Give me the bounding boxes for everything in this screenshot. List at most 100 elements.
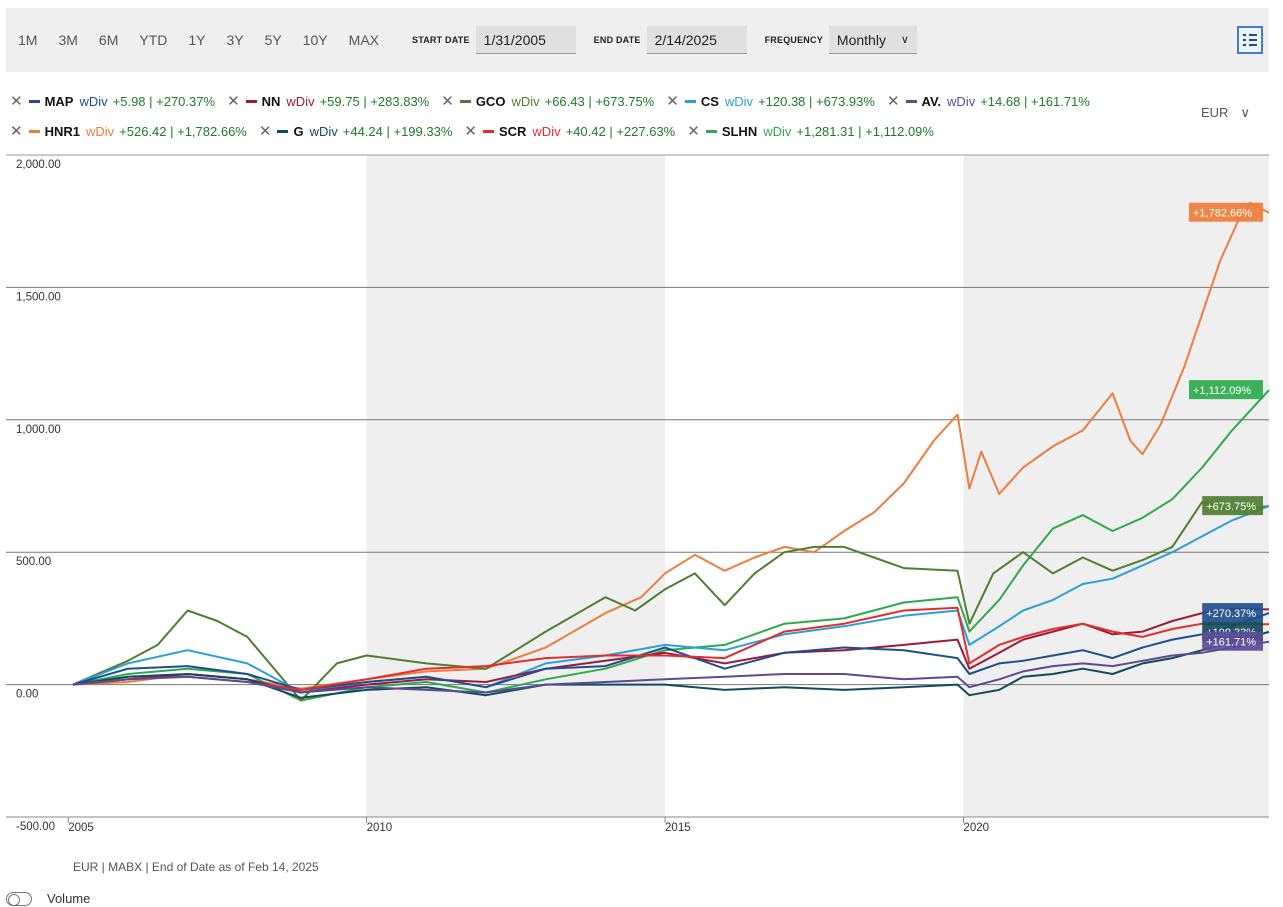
legend-swatch	[28, 99, 40, 103]
legend-item: ✕ HNR1 wDiv +526.42 | +1,782.66%	[10, 122, 247, 140]
y-tick-label: 1,500.00	[16, 291, 61, 303]
legend-wdiv[interactable]: wDiv	[511, 93, 540, 109]
performance-chart: 2,000.00 1,500.00 1,000.00 500.00 0.00 -500.0…	[6, 154, 1270, 834]
legend-symbol: G	[293, 123, 304, 139]
legend-item: ✕ SLHN wDiv +1,281.31 | +1,112.09%	[687, 122, 934, 140]
series-line-gco	[72, 500, 1270, 702]
legend-values: +5.98 | +270.37%	[112, 93, 216, 109]
close-icon[interactable]: ✕	[258, 123, 272, 140]
close-icon[interactable]: ✕	[10, 123, 23, 140]
y-tick-label: -500.00	[16, 821, 55, 833]
range-buttons: 1M 3M 6M YTD 1Y 3Y 5Y 10Y MAX	[18, 32, 400, 48]
close-icon[interactable]: ✕	[464, 123, 477, 140]
legend-swatch	[459, 99, 471, 103]
series-end-flag-label: +1,112.09%	[1193, 385, 1251, 397]
legend-symbol: MAP	[44, 93, 74, 109]
legend-list-button[interactable]	[1237, 26, 1263, 54]
range-button-5y[interactable]: 5Y	[264, 32, 282, 48]
legend-symbol: SCR	[498, 123, 527, 139]
legend-wdiv[interactable]: wDiv	[947, 93, 976, 109]
series-line-scr	[72, 606, 1269, 691]
range-button-10y[interactable]: 10Y	[302, 32, 328, 48]
legend-values: +526.42 | +1,782.66%	[119, 123, 247, 139]
close-icon[interactable]: ✕	[666, 93, 679, 110]
series-end-flag-label: +270.37%	[1206, 608, 1256, 620]
series-line-g	[72, 630, 1270, 699]
chart-footnote: EUR | MABX | End of Date as of Feb 14, 2…	[73, 860, 319, 874]
toolbar: 1M 3M 6M YTD 1Y 3Y 5Y 10Y MAX START DATE END DAT…	[6, 8, 1269, 72]
frequency-value: Monthly	[836, 31, 886, 48]
frequency-select[interactable]: Monthly ∨	[828, 26, 917, 54]
start-date-label: START DATE	[412, 35, 470, 45]
range-button-1m[interactable]: 1M	[18, 32, 38, 48]
x-tick-label: 2010	[367, 822, 393, 834]
legend-symbol: HNR1	[44, 123, 80, 139]
series-end-flag	[1202, 603, 1263, 623]
chevron-down-icon: ∨	[900, 34, 909, 46]
legend-swatch	[482, 129, 494, 133]
legend-symbol: AV.	[921, 93, 942, 109]
legend-values: +59.75 | +283.83%	[319, 93, 430, 109]
range-button-3m[interactable]: 3M	[58, 32, 78, 48]
y-tick-label: 2,000.00	[16, 159, 61, 171]
close-icon[interactable]: ✕	[687, 123, 700, 140]
volume-toggle[interactable]	[6, 891, 32, 906]
x-tick-label: 2005	[68, 822, 94, 834]
legend-item: ✕ NN wDiv +59.75 | +283.83%	[227, 92, 429, 110]
legend-item: ✕ SCR wDiv +40.42 | +227.63%	[464, 122, 675, 140]
series-end-flag	[1189, 202, 1263, 222]
end-date-input[interactable]	[646, 26, 747, 54]
volume-label: Volume	[47, 891, 91, 906]
series-end-flag	[1189, 380, 1263, 400]
close-icon[interactable]: ✕	[886, 93, 900, 110]
currency-select[interactable]: EUR ∨	[1201, 102, 1250, 122]
range-button-3y[interactable]: 3Y	[226, 32, 244, 48]
legend-symbol: GCO	[475, 93, 506, 109]
close-icon[interactable]: ✕	[10, 93, 23, 110]
end-date-label: END DATE	[593, 35, 641, 45]
series-end-flag	[1202, 631, 1263, 651]
legend-item: ✕ MAP wDiv +5.98 | +270.37%	[10, 92, 215, 110]
legend-row: ✕ MAP wDiv +5.98 | +270.37% ✕ NN wDiv +59.75 | …	[10, 92, 1102, 110]
legend-swatch	[245, 99, 257, 103]
y-tick-label: 1,000.00	[16, 424, 61, 436]
legend-values: +44.24 | +199.33%	[342, 123, 453, 139]
legend-item: ✕ CS wDiv +120.38 | +673.93%	[666, 92, 875, 110]
legend-values: +40.42 | +227.63%	[565, 123, 676, 139]
legend-symbol: SLHN	[721, 123, 758, 139]
range-button-1y[interactable]: 1Y	[188, 32, 206, 48]
series-line-av	[72, 640, 1270, 694]
legend-values: +66.43 | +673.75%	[544, 93, 655, 109]
y-tick-label: 500.00	[16, 556, 51, 568]
legend-wdiv[interactable]: wDiv	[763, 123, 792, 139]
close-icon[interactable]: ✕	[227, 93, 240, 110]
start-date-input[interactable]	[475, 26, 576, 54]
legend-swatch	[705, 129, 717, 133]
range-button-6m[interactable]: 6M	[98, 32, 119, 48]
legend-values: +14.68 | +161.71%	[980, 93, 1090, 109]
series-line-hnr1	[72, 201, 1270, 690]
shaded-period	[366, 155, 666, 817]
range-button-ytd[interactable]: YTD	[139, 32, 168, 48]
legend-values: +120.38 | +673.93%	[758, 93, 875, 109]
legend-wdiv[interactable]: wDiv	[309, 123, 338, 139]
legend-swatch	[684, 99, 696, 103]
list-icon-line	[1243, 44, 1257, 46]
legend-wdiv[interactable]: wDiv	[79, 93, 108, 109]
close-icon[interactable]: ✕	[441, 93, 454, 110]
legend-values: +1,281.31 | +1,112.09%	[796, 123, 934, 139]
series-end-flag-label: +161.71%	[1206, 637, 1256, 649]
legend-wdiv[interactable]: wDiv	[724, 93, 754, 109]
legend-wdiv[interactable]: wDiv	[85, 123, 115, 139]
frequency-label: FREQUENCY	[764, 35, 823, 45]
legend-wdiv[interactable]: wDiv	[532, 123, 561, 139]
y-tick-label: 0.00	[16, 689, 38, 701]
x-tick-label: 2015	[665, 822, 691, 834]
legend-wdiv[interactable]: wDiv	[286, 93, 315, 109]
legend-swatch	[28, 129, 40, 133]
legend-item: ✕ AV. wDiv +14.68 | +161.71%	[887, 92, 1090, 110]
range-button-max[interactable]: MAX	[348, 32, 379, 48]
series-end-flag-label: +673.75%	[1206, 501, 1256, 513]
list-icon-line	[1243, 34, 1257, 36]
